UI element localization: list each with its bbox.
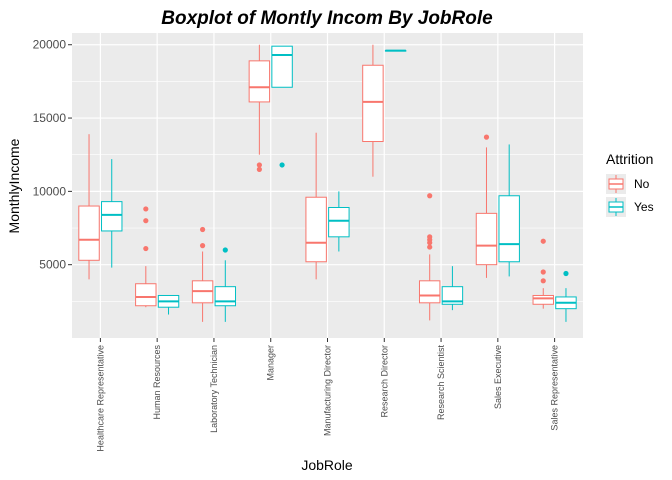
- box-no-3: [248, 44, 271, 172]
- outlier-point: [199, 243, 206, 249]
- box-iqr: [475, 212, 498, 266]
- legend-item-no: No: [606, 174, 650, 194]
- x-tick-label: Manufacturing Director: [323, 345, 333, 436]
- outlier-point: [143, 245, 149, 252]
- box-iqr: [418, 280, 441, 304]
- outlier-point: [256, 166, 262, 172]
- x-tick-label: Sales Representative: [550, 345, 560, 431]
- box-yes-5: [384, 49, 407, 52]
- box-no-4: [305, 132, 327, 280]
- box-yes-2: [214, 247, 237, 322]
- outlier-point: [143, 218, 149, 224]
- gridlines: [72, 33, 583, 338]
- x-axis-title: JobRole: [301, 457, 353, 473]
- outlier-point: [540, 269, 546, 275]
- y-axis-title: MonthlyIncome: [6, 138, 22, 233]
- box-iqr: [441, 286, 464, 305]
- box-iqr: [271, 45, 293, 88]
- box-iqr: [362, 64, 384, 143]
- box-yes-6: [441, 266, 464, 311]
- outlier-point: [540, 278, 546, 284]
- outlier-point: [427, 244, 433, 250]
- box-no-5: [362, 44, 384, 177]
- box-iqr: [498, 195, 520, 263]
- outlier-point: [279, 162, 285, 168]
- outlier-point: [427, 193, 433, 199]
- box-iqr: [78, 205, 100, 261]
- box-no-0: [78, 134, 100, 280]
- legend-label: Yes: [634, 200, 654, 214]
- outlier-point: [256, 162, 262, 168]
- box-yes-0: [101, 159, 123, 268]
- outlier-point: [540, 238, 546, 244]
- box-yes-3: [271, 45, 293, 168]
- x-tick-label: Laboratory Technician: [209, 345, 219, 433]
- outlier-point: [483, 134, 490, 140]
- box-yes-1: [157, 294, 180, 315]
- x-tick-label: Manager: [266, 345, 276, 381]
- y-tick-label: 10000: [33, 184, 67, 198]
- x-tick-label: Healthcare Representative: [95, 345, 105, 452]
- box-iqr: [328, 206, 350, 238]
- box-iqr: [135, 283, 157, 307]
- y-tick-label: 15000: [33, 111, 67, 125]
- box-iqr: [532, 294, 554, 305]
- legend-title: Attrition: [606, 151, 653, 167]
- box-no-6: [418, 193, 441, 321]
- box-iqr: [214, 286, 237, 307]
- outlier-point: [427, 234, 433, 240]
- y-axis: 5000 10000 15000 20000: [33, 38, 72, 272]
- box-no-8: [532, 238, 554, 309]
- y-tick-label: 20000: [33, 38, 67, 52]
- box-iqr: [305, 196, 327, 263]
- box-yes-8: [555, 270, 577, 322]
- x-tick-label: Human Resources: [152, 345, 162, 420]
- legend-item-yes: Yes: [606, 197, 654, 217]
- boxes: [78, 44, 577, 322]
- outlier-point: [222, 247, 228, 253]
- box-yes-4: [328, 191, 350, 252]
- x-tick-label: Research Director: [379, 345, 389, 418]
- chart-title: Boxplot of Montly Incom By JobRole: [161, 8, 493, 29]
- box-no-2: [191, 226, 214, 322]
- box-no-1: [135, 206, 157, 308]
- box-no-7: [475, 134, 498, 278]
- box-yes-7: [498, 144, 520, 277]
- x-axis: Healthcare Representative Human Resources…: [95, 338, 560, 452]
- legend-label: No: [634, 177, 650, 191]
- box-iqr: [101, 201, 123, 232]
- x-tick-label: Sales Executive: [493, 345, 503, 409]
- outlier-point: [563, 270, 569, 277]
- x-tick-label: Research Scientist: [436, 345, 446, 421]
- outlier-point: [199, 226, 206, 233]
- legend: Attrition No Yes: [606, 151, 654, 217]
- outlier-point: [143, 206, 149, 212]
- box-iqr: [248, 60, 271, 103]
- y-tick-label: 5000: [39, 258, 66, 272]
